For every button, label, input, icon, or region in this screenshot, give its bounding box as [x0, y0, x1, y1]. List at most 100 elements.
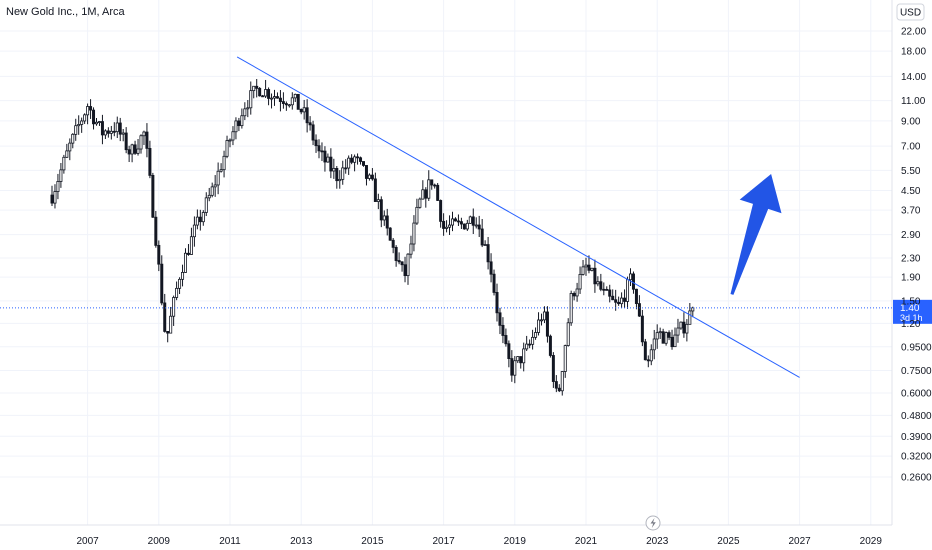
candle: [391, 237, 395, 254]
forecast-arrow-layer[interactable]: [730, 174, 782, 295]
candle: [459, 217, 463, 230]
candle: [433, 183, 437, 189]
candle: [664, 331, 668, 346]
candle: [344, 159, 348, 174]
candle: [646, 355, 650, 368]
candle: [207, 187, 211, 202]
candle: [492, 269, 496, 296]
chart-title: New Gold Inc., 1M, Arca: [6, 6, 125, 18]
candle: [62, 154, 66, 174]
candle: [418, 197, 422, 209]
candle: [474, 217, 478, 229]
candle: [270, 93, 274, 109]
candle: [127, 145, 131, 162]
candle: [623, 289, 627, 309]
candle: [620, 292, 624, 309]
candle: [311, 120, 315, 146]
candle: [507, 340, 511, 368]
candle: [545, 306, 549, 343]
candle: [139, 134, 143, 154]
trendline-layer[interactable]: [236, 56, 800, 378]
candle: [169, 306, 173, 334]
trendline[interactable]: [236, 56, 800, 378]
candle: [528, 339, 532, 349]
candle: [501, 317, 505, 344]
candle: [290, 92, 294, 110]
candle: [498, 307, 502, 335]
candle: [243, 102, 247, 121]
candle: [531, 329, 535, 350]
lightning-icon[interactable]: [645, 515, 661, 531]
candle: [308, 116, 312, 131]
candle: [80, 117, 84, 133]
x-tick-label: 2011: [219, 536, 241, 547]
candle: [121, 128, 125, 142]
candle: [412, 215, 416, 252]
y-tick-label: 0.9500: [901, 342, 932, 353]
candle: [97, 120, 101, 126]
candle: [640, 309, 644, 347]
y-tick-label: 0.7500: [901, 366, 932, 377]
candle: [605, 286, 609, 291]
candle: [281, 92, 285, 109]
candle: [284, 101, 288, 111]
candle: [522, 342, 526, 372]
candle: [364, 165, 368, 186]
candle: [516, 356, 520, 364]
candle: [359, 156, 363, 165]
candle: [614, 289, 618, 311]
candle: [115, 116, 119, 138]
candle: [86, 103, 90, 125]
y-tick-label: 18.00: [901, 47, 926, 58]
candle: [578, 266, 582, 294]
candle: [89, 99, 93, 119]
candle: [323, 146, 327, 172]
candle: [637, 295, 641, 317]
candle: [192, 216, 196, 247]
candle: [587, 255, 591, 274]
candle: [652, 329, 656, 360]
candle: [249, 81, 253, 115]
candle: [421, 180, 425, 200]
y-tick-label: 5.50: [901, 166, 921, 177]
candle: [246, 100, 250, 118]
candle: [178, 277, 182, 295]
x-tick-label: 2027: [788, 536, 811, 547]
candle: [361, 161, 365, 167]
candle: [673, 327, 677, 348]
candle: [394, 245, 398, 267]
candle: [210, 182, 214, 198]
candle: [379, 196, 383, 228]
candle: [252, 85, 256, 99]
candle: [154, 211, 158, 248]
candle: [436, 183, 440, 202]
forecast-arrow[interactable]: [730, 174, 782, 295]
candle: [658, 327, 662, 339]
candle: [186, 244, 190, 256]
candle: [629, 268, 633, 286]
candle: [542, 306, 546, 324]
time-axis[interactable]: 2007 2009 2011 2013 2015 2017 2019 2021 2023 2025…: [76, 536, 882, 547]
candle: [608, 284, 612, 303]
candle: [183, 248, 187, 273]
candle: [350, 154, 354, 165]
candle: [160, 255, 164, 306]
candle: [385, 208, 389, 236]
chart-grid: [0, 0, 892, 525]
candle: [124, 127, 128, 154]
candle: [551, 352, 555, 388]
currency-button[interactable]: USD: [896, 3, 925, 21]
candle: [534, 327, 538, 340]
price-tag-countdown: 3d 1h: [900, 313, 923, 323]
candle: [228, 138, 232, 148]
candle: [172, 295, 176, 326]
candle: [314, 134, 318, 153]
candle: [626, 276, 630, 309]
candle: [679, 321, 683, 330]
y-tick-label: 0.3200: [901, 452, 932, 463]
price-axis[interactable]: 22.00 18.00 14.00 11.00 9.00 7.00 5.50 4.50 3.70…: [901, 27, 932, 484]
candle: [510, 350, 514, 382]
candle: [439, 199, 443, 228]
candle: [195, 209, 199, 230]
